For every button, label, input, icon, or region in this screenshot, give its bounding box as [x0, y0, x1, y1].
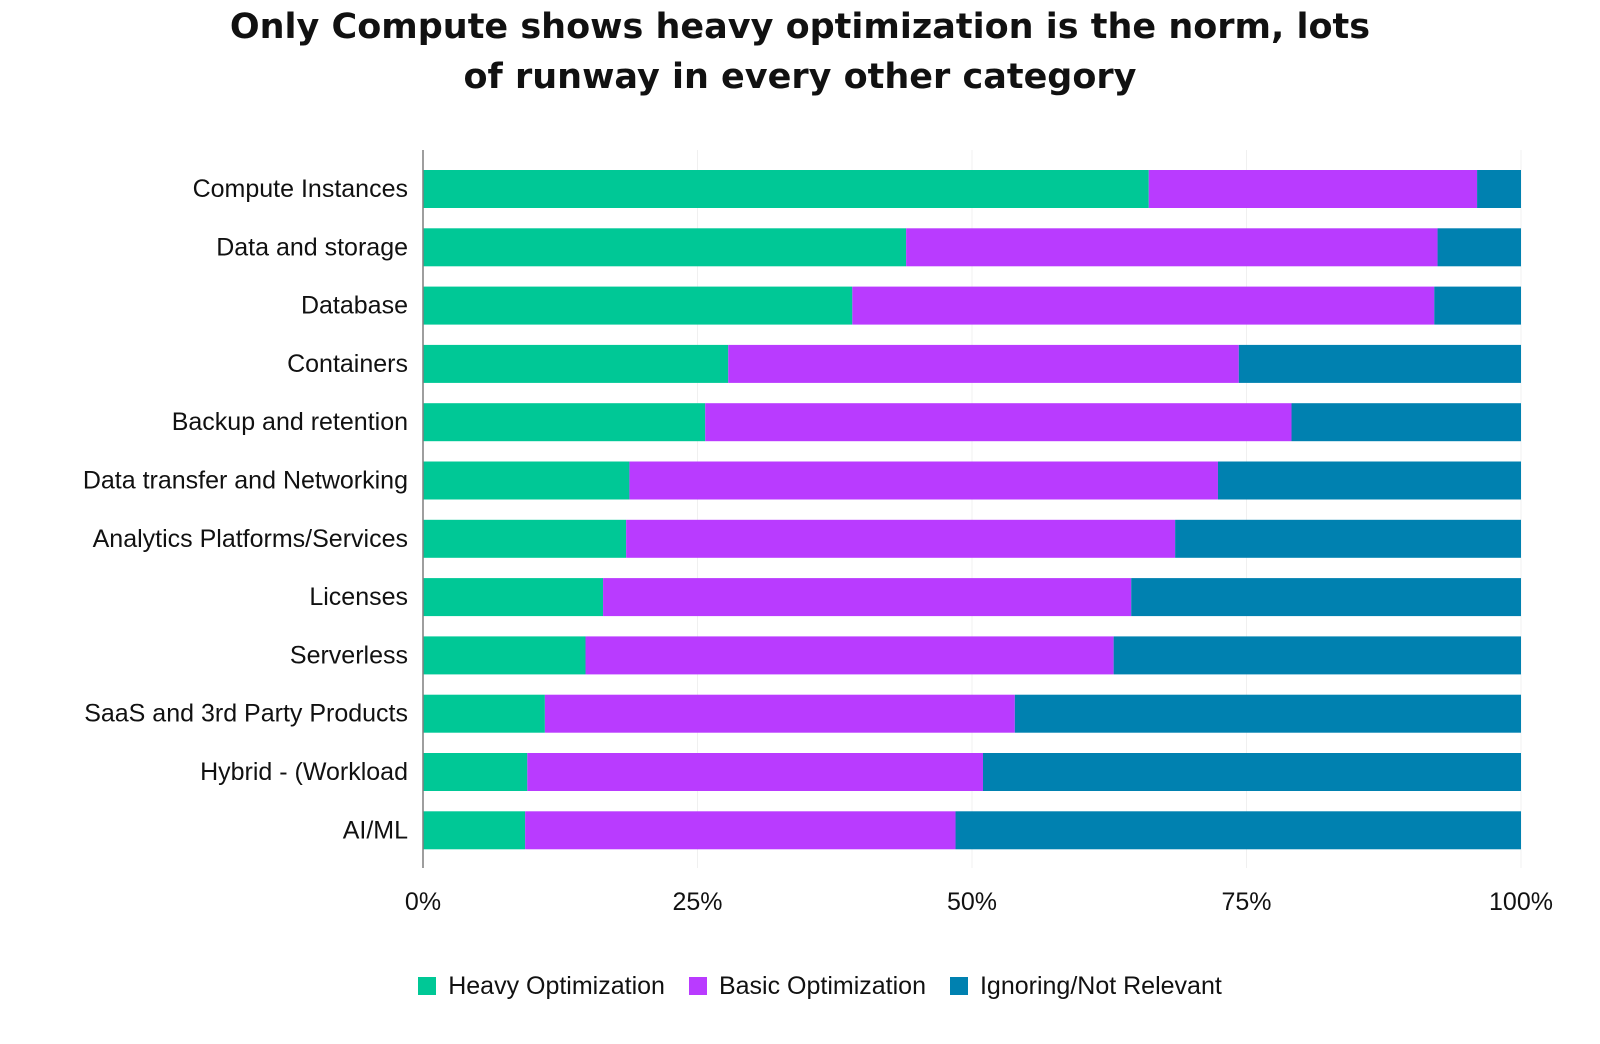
bars	[423, 170, 1521, 850]
category-label-compute-instances: Compute Instances	[193, 175, 408, 203]
legend-item-heavy-optimization: Heavy Optimization	[418, 972, 665, 1001]
category-label-hybrid-workload: Hybrid - (Workload	[200, 758, 408, 786]
chart-plot: Compute Instances Data and storage Databas…	[83, 150, 1553, 916]
bar-serverless-ignoring-not-relevant	[1113, 636, 1521, 675]
bar-containers-heavy-optimization	[423, 344, 729, 383]
bar-database-ignoring-not-relevant	[1434, 286, 1521, 325]
legend-item-ignoring-not-relevant: Ignoring/Not Relevant	[949, 971, 1222, 1001]
bar-containers-ignoring-not-relevant	[1238, 344, 1521, 383]
category-label-ai-ml: AI/ML	[343, 816, 408, 844]
x-tick-label-100: 100%	[1489, 888, 1553, 916]
category-label-backup-and-retention: Backup and retention	[172, 408, 408, 436]
bar-ai-ml-ignoring-not-relevant	[955, 811, 1521, 850]
bar-analytics-platforms-services-ignoring-not-relevant	[1175, 519, 1521, 558]
category-label-database: Database	[301, 292, 408, 320]
category-label-licenses: Licenses	[309, 583, 408, 611]
legend-swatch-ignoring-not-relevant	[949, 977, 968, 995]
legend-swatch-heavy-optimization	[418, 977, 437, 995]
legend-swatch-basic-optimization	[688, 977, 707, 995]
gridlines	[697, 150, 1522, 868]
chart-title: Only Compute shows heavy optimization is…	[200, 2, 1400, 102]
bar-data-and-storage-heavy-optimization	[423, 228, 907, 267]
bar-compute-instances-heavy-optimization	[423, 170, 1149, 208]
x-tick-label-0: 0%	[405, 888, 441, 916]
bar-ai-ml-heavy-optimization	[423, 811, 526, 850]
bar-database-basic-optimization	[852, 286, 1435, 325]
bar-data-and-storage-ignoring-not-relevant	[1437, 228, 1521, 267]
bar-data-transfer-and-networking-heavy-optimization	[423, 461, 630, 500]
bar-backup-and-retention-basic-optimization	[705, 403, 1292, 442]
legend-label-ignoring-not-relevant: Ignoring/Not Relevant	[979, 971, 1222, 1000]
bar-ai-ml-basic-optimization	[525, 811, 956, 850]
legend-label-basic-optimization: Basic Optimization	[718, 971, 926, 1000]
legend: Heavy Optimization Basic Optimization Ig…	[0, 966, 1600, 1006]
bar-saas-and-3rd-party-products-heavy-optimization	[423, 694, 545, 733]
bar-analytics-platforms-services-basic-optimization	[626, 519, 1176, 558]
bar-serverless-basic-optimization	[585, 636, 1114, 675]
bar-analytics-platforms-services-heavy-optimization	[423, 519, 627, 558]
chart-title-line-1: Only Compute shows heavy optimization is…	[229, 7, 1371, 47]
category-label-data-transfer-and-networking: Data transfer and Networking	[83, 467, 408, 495]
bar-containers-basic-optimization	[728, 344, 1239, 383]
bar-data-transfer-and-networking-basic-optimization	[629, 461, 1218, 500]
bar-compute-instances-ignoring-not-relevant	[1477, 170, 1521, 208]
category-label-data-and-storage: Data and storage	[216, 233, 408, 261]
bar-hybrid-workload-heavy-optimization	[423, 753, 528, 791]
bar-compute-instances-basic-optimization	[1148, 170, 1478, 208]
x-tick-label-50: 50%	[947, 888, 997, 916]
chart-title-line-2: of runway in every other category	[463, 57, 1137, 97]
bar-licenses-ignoring-not-relevant	[1131, 578, 1521, 617]
x-tick-label-25: 25%	[672, 888, 722, 916]
bar-saas-and-3rd-party-products-basic-optimization	[544, 694, 1015, 733]
category-label-containers: Containers	[287, 350, 408, 378]
bar-serverless-heavy-optimization	[423, 636, 586, 675]
bar-database-heavy-optimization	[423, 286, 853, 325]
category-label-serverless: Serverless	[290, 641, 408, 669]
legend-item-basic-optimization: Basic Optimization	[688, 971, 926, 1001]
category-label-analytics-platforms-services: Analytics Platforms/Services	[93, 525, 408, 553]
legend-label-heavy-optimization: Heavy Optimization	[448, 971, 665, 1000]
category-label-saas-and-3rd-party-products: SaaS and 3rd Party Products	[84, 700, 408, 728]
bar-licenses-basic-optimization	[603, 578, 1132, 617]
bar-saas-and-3rd-party-products-ignoring-not-relevant	[1014, 694, 1521, 733]
axes: Compute Instances Data and storage Databas…	[83, 150, 1553, 916]
x-tick-label-75: 75%	[1221, 888, 1271, 916]
bar-data-and-storage-basic-optimization	[906, 228, 1438, 267]
bar-backup-and-retention-ignoring-not-relevant	[1291, 403, 1521, 442]
bar-hybrid-workload-ignoring-not-relevant	[982, 753, 1521, 791]
bar-backup-and-retention-heavy-optimization	[423, 403, 706, 442]
bar-licenses-heavy-optimization	[423, 578, 604, 617]
bar-data-transfer-and-networking-ignoring-not-relevant	[1217, 461, 1521, 500]
bar-hybrid-workload-basic-optimization	[527, 753, 983, 791]
